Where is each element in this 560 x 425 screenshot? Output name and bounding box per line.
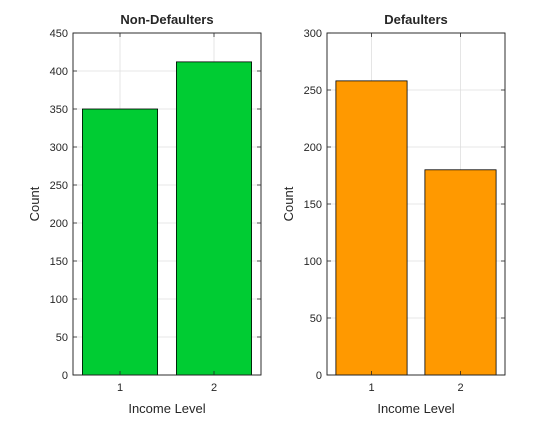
non-defaulters-x-axis-label: Income Level [128,401,205,416]
defaulters-bar-1 [335,80,408,376]
non-defaulters-y-tick-label: 300 [50,142,68,154]
defaulters-title: Defaulters [384,12,448,27]
defaulters-y-tick-label: 100 [304,256,322,268]
non-defaulters-title: Non-Defaulters [120,12,213,27]
non-defaulters-y-tick-label: 250 [50,180,68,192]
defaulters-y-tick-label: 150 [304,199,322,211]
non-defaulters-y-tick-label: 150 [50,256,68,268]
defaulters-y-tick-label: 300 [304,28,322,40]
non-defaulters-bar-1 [82,108,158,376]
non-defaulters-y-tick-label: 200 [50,218,68,230]
non-defaulters-axes-outline [72,32,262,376]
non-defaulters-y-axis-label: Count [27,186,42,221]
non-defaulters-x-tick-label: 1 [117,382,123,394]
non-defaulters-y-tick-label: 0 [62,370,68,382]
non-defaulters-y-tick-label: 100 [50,294,68,306]
defaulters-x-tick-label: 2 [457,382,463,394]
defaulters-y-axis-label: Count [281,186,296,221]
non-defaulters-y-tick-label: 400 [50,66,68,78]
non-defaulters-x-tick-label: 2 [211,382,217,394]
non-defaulters-y-tick-label: 450 [50,28,68,40]
defaulters-y-tick-label: 250 [304,85,322,97]
defaulters-y-tick-label: 0 [316,370,322,382]
defaulters-y-tick-label: 200 [304,142,322,154]
defaulters-x-axis-label: Income Level [377,401,454,416]
non-defaulters-y-tick-label: 50 [56,332,68,344]
defaulters-x-tick-label: 1 [368,382,374,394]
defaulters-y-tick-label: 50 [310,313,322,325]
defaulters-bar-2 [424,169,497,376]
non-defaulters-y-tick-label: 350 [50,104,68,116]
non-defaulters-bar-2 [175,61,252,376]
